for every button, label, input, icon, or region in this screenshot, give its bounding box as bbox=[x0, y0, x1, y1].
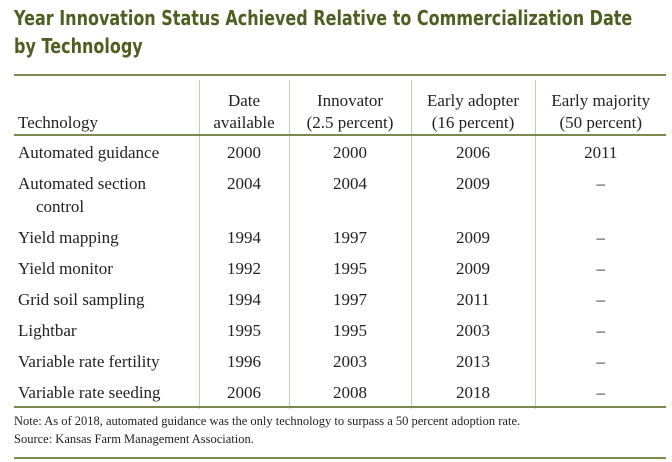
technology-name: Variable rate fertility bbox=[18, 352, 160, 371]
innovator-cell: 2000 bbox=[288, 138, 411, 169]
technology-cell: Automated section control bbox=[14, 169, 199, 223]
early-majority-cell: – bbox=[534, 169, 666, 223]
column-header: Technology bbox=[14, 80, 199, 138]
technology-name: Automated guidance bbox=[18, 143, 160, 162]
innovator-cell: 1997 bbox=[288, 285, 411, 316]
early-majority-cell: 2011 bbox=[534, 138, 666, 169]
table-row: Lightbar 1995 1995 2003– bbox=[14, 316, 666, 347]
date-available-cell: 1994 bbox=[198, 285, 289, 316]
technology-name: Yield mapping bbox=[18, 228, 119, 247]
column-header-line: available bbox=[213, 113, 275, 132]
technology-name: Variable rate seeding bbox=[18, 383, 161, 402]
technology-name: control bbox=[36, 197, 85, 216]
column-header-line: (2.5 percent) bbox=[306, 113, 394, 132]
table-row: Variable rate seeding 2006 2008 2018– bbox=[14, 378, 666, 409]
technology-cell: Variable rate fertility bbox=[14, 347, 199, 378]
technology-cell: Variable rate seeding bbox=[14, 378, 199, 409]
column-header: Early majority (50 percent) bbox=[534, 80, 666, 138]
technology-name: Grid soil sampling bbox=[18, 290, 145, 309]
technology-name: Yield monitor bbox=[18, 259, 113, 278]
technology-name: Lightbar bbox=[18, 321, 77, 340]
technology-cell: Yield monitor bbox=[14, 254, 199, 285]
early-adopter-cell: 2003 bbox=[410, 316, 535, 347]
table-body: Automated guidance 2000 2000 2006 2011 Automa… bbox=[14, 138, 666, 409]
table-title: Year Innovation Status Achieved Relative… bbox=[14, 4, 633, 60]
innovator-cell: 2003 bbox=[288, 347, 411, 378]
column-header-line: Innovator bbox=[316, 91, 384, 110]
early-adopter-cell: 2009 bbox=[410, 169, 535, 223]
date-available-cell: 2004 bbox=[198, 169, 289, 223]
early-adopter-cell: 2009 bbox=[410, 254, 535, 285]
table-row: Automated section control 2004 2004 2009– bbox=[14, 169, 666, 223]
early-majority-cell: – bbox=[534, 378, 666, 409]
column-header: Date available bbox=[198, 80, 289, 138]
technology-cell: Grid soil sampling bbox=[14, 285, 199, 316]
innovator-cell: 1995 bbox=[288, 254, 411, 285]
column-header-line: (50 percent) bbox=[559, 113, 643, 132]
column-header-line: (16 percent) bbox=[431, 113, 515, 132]
innovator-cell: 1997 bbox=[288, 223, 411, 254]
date-available-cell: 1995 bbox=[198, 316, 289, 347]
date-available-cell: 2006 bbox=[198, 378, 289, 409]
footer-rule bbox=[14, 457, 666, 459]
bottom-rule bbox=[14, 406, 666, 408]
date-available-cell: 1996 bbox=[198, 347, 289, 378]
early-adopter-cell: 2011 bbox=[410, 285, 535, 316]
innovator-cell: 1995 bbox=[288, 316, 411, 347]
early-majority-cell: – bbox=[534, 347, 666, 378]
table-row: Grid soil sampling 1994 1997 2011– bbox=[14, 285, 666, 316]
early-majority-cell: – bbox=[534, 285, 666, 316]
column-header-line: Technology bbox=[18, 113, 99, 132]
column-header-line: Early majority bbox=[551, 91, 651, 110]
technology-name: Automated section bbox=[18, 174, 146, 193]
column-header: Early adopter (16 percent) bbox=[410, 80, 535, 138]
date-available-cell: 1992 bbox=[198, 254, 289, 285]
top-rule bbox=[14, 74, 666, 76]
innovator-cell: 2008 bbox=[288, 378, 411, 409]
technology-cell: Yield mapping bbox=[14, 223, 199, 254]
early-adopter-cell: 2013 bbox=[410, 347, 535, 378]
date-available-cell: 2000 bbox=[198, 138, 289, 169]
title-line-1: Year Innovation Status Achieved Relative… bbox=[14, 6, 633, 30]
header-row: Technology Date available Innovator (2.5 per… bbox=[14, 80, 666, 138]
early-adopter-cell: 2009 bbox=[410, 223, 535, 254]
table-header: Technology Date available Innovator (2.5 per… bbox=[14, 80, 666, 138]
table-row: Yield mapping 1994 1997 2009– bbox=[14, 223, 666, 254]
early-adopter-cell: 2018 bbox=[410, 378, 535, 409]
early-majority-cell: – bbox=[534, 254, 666, 285]
source-text: Source: Kansas Farm Management Associati… bbox=[14, 432, 254, 446]
table-row: Variable rate fertility 1996 2003 2013– bbox=[14, 347, 666, 378]
early-majority-cell: – bbox=[534, 316, 666, 347]
adoption-table: Technology Date available Innovator (2.5 per… bbox=[14, 80, 666, 409]
title-line-2: by Technology bbox=[14, 34, 143, 58]
column-header-line: Early adopter bbox=[426, 91, 520, 110]
column-header: Innovator (2.5 percent) bbox=[288, 80, 411, 138]
table-row: Yield monitor 1992 1995 2009– bbox=[14, 254, 666, 285]
table-notes: Note: As of 2018, automated guidance was… bbox=[14, 412, 664, 448]
table-row: Automated guidance 2000 2000 2006 2011 bbox=[14, 138, 666, 169]
early-majority-cell: – bbox=[534, 223, 666, 254]
date-available-cell: 1994 bbox=[198, 223, 289, 254]
note-text: Note: As of 2018, automated guidance was… bbox=[14, 414, 521, 428]
innovator-cell: 2004 bbox=[288, 169, 411, 223]
early-adopter-cell: 2006 bbox=[410, 138, 535, 169]
header-rule bbox=[14, 134, 666, 136]
column-header-line: Date bbox=[227, 91, 261, 110]
technology-cell: Lightbar bbox=[14, 316, 199, 347]
technology-cell: Automated guidance bbox=[14, 138, 199, 169]
